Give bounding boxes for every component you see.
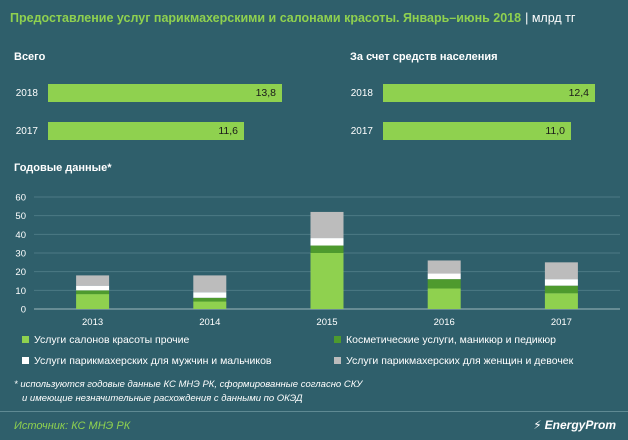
chart-title: Предоставление услуг парикмахерскими и с… bbox=[10, 11, 575, 25]
bar-year-label: 2018 bbox=[15, 88, 38, 99]
stacked-bar-segment bbox=[76, 294, 110, 309]
stacked-bar-segment bbox=[310, 211, 344, 239]
footer: Источник: КС МНЭ РК ⚡ EnergyProm bbox=[0, 411, 628, 440]
stacked-bar-segment bbox=[427, 273, 461, 280]
legend-item-women: Услуги парикмахерских для женщин и девоч… bbox=[334, 355, 573, 367]
y-tick-label: 50 bbox=[15, 211, 26, 222]
brand-name: EnergyProm bbox=[544, 418, 616, 432]
title-unit: | млрд тг bbox=[525, 11, 576, 25]
stacked-bar-segment bbox=[310, 253, 344, 309]
stacked-bar-segment bbox=[76, 290, 110, 295]
horizontal-bar bbox=[48, 122, 244, 140]
x-tick-label: 2017 bbox=[551, 317, 572, 325]
footnote: * используются годовые данные КС МНЭ РК,… bbox=[14, 378, 362, 406]
annual-title: Годовые данные* bbox=[14, 162, 112, 174]
x-tick-label: 2015 bbox=[316, 317, 337, 325]
stacked-bar-segment bbox=[544, 285, 578, 294]
legend-item-salons: Услуги салонов красоты прочие bbox=[22, 334, 189, 346]
x-tick-label: 2014 bbox=[199, 317, 220, 325]
stacked-bar-segment bbox=[193, 275, 227, 293]
footnote-line-1: * используются годовые данные КС МНЭ РК,… bbox=[14, 379, 363, 390]
legend-label-women: Услуги парикмахерских для женщин и девоч… bbox=[346, 355, 574, 367]
y-tick-label: 20 bbox=[15, 267, 26, 278]
bar-year-label: 2017 bbox=[15, 126, 38, 137]
stacked-bar-segment bbox=[544, 262, 578, 280]
bar-value-label: 13,8 bbox=[255, 87, 276, 99]
legend-label-salons: Услуги салонов красоты прочие bbox=[34, 334, 190, 346]
y-tick-label: 30 bbox=[15, 249, 26, 260]
annual-stacked-chart: 0 10 20 30 40 50 60 2013 2014 2015 2016 2017 bbox=[15, 193, 620, 325]
horizontal-bar bbox=[48, 84, 282, 102]
panel-title-population: За счет средств населения bbox=[350, 51, 498, 63]
stacked-bar-segment bbox=[76, 275, 110, 286]
source-text: Источник: КС МНЭ РК bbox=[14, 420, 131, 432]
legend-swatch-men bbox=[22, 356, 29, 364]
x-tick-label: 2013 bbox=[82, 317, 103, 325]
stacked-bar-segment bbox=[310, 238, 344, 246]
stacked-bar-segment bbox=[544, 293, 578, 309]
bar-value-label: 11,0 bbox=[545, 125, 565, 137]
stacked-bar-segment bbox=[193, 297, 227, 302]
legend-swatch-cosmetic bbox=[334, 335, 341, 343]
stacked-bar-segment bbox=[310, 245, 344, 253]
y-tick-label: 0 bbox=[21, 305, 26, 316]
stacked-bar-segment bbox=[427, 279, 461, 289]
legend-label-men: Услуги парикмахерских для мужчин и мальч… bbox=[34, 355, 272, 367]
y-tick-label: 60 bbox=[15, 193, 26, 204]
legend-item-men: Услуги парикмахерских для мужчин и мальч… bbox=[22, 355, 272, 367]
y-tick-label: 40 bbox=[15, 230, 26, 241]
bar-value-label: 12,4 bbox=[568, 87, 589, 99]
panel-title-total: Всего bbox=[14, 51, 46, 63]
bar-year-label: 2018 bbox=[350, 88, 373, 99]
bar-year-label: 2017 bbox=[350, 126, 373, 137]
legend-label-cosmetic: Косметические услуги, маникюр и педикюр bbox=[346, 334, 556, 346]
stacked-bar-segment bbox=[427, 260, 461, 274]
footnote-line-2: и имеющие незначительные расхождения с д… bbox=[22, 393, 303, 404]
y-tick-label: 10 bbox=[15, 286, 26, 297]
x-tick-label: 2016 bbox=[434, 317, 455, 325]
stacked-bar-segment bbox=[544, 279, 578, 286]
brand-logo: ⚡ EnergyProm bbox=[533, 418, 616, 432]
stacked-bar-segment bbox=[193, 301, 227, 309]
horizontal-bar bbox=[383, 122, 571, 140]
legend-swatch-women bbox=[334, 356, 341, 364]
legend-item-cosmetic: Косметические услуги, маникюр и педикюр bbox=[334, 334, 556, 346]
title-text: Предоставление услуг парикмахерскими и с… bbox=[10, 11, 522, 25]
stacked-bar-segment bbox=[427, 288, 461, 309]
lightning-icon: ⚡ bbox=[533, 418, 542, 432]
stacked-bar-segment bbox=[193, 292, 227, 298]
bar-value-label: 11,6 bbox=[218, 125, 238, 137]
horizontal-bar bbox=[383, 84, 595, 102]
legend-swatch-salons bbox=[22, 335, 29, 343]
stacked-bar-segment bbox=[76, 285, 110, 291]
